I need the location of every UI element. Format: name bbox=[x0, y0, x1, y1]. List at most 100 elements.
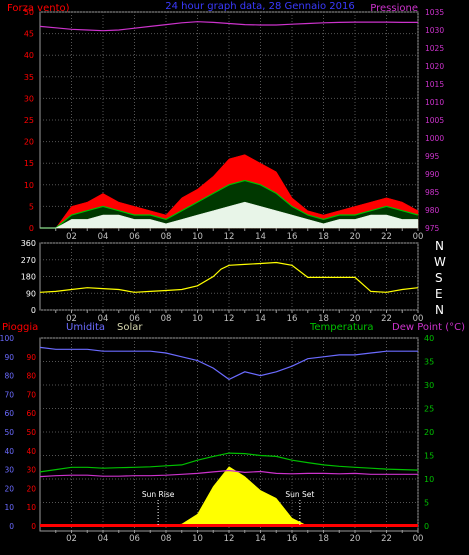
dir-x-tick: 12 bbox=[224, 314, 235, 324]
wind-y-tick: 50 bbox=[24, 8, 34, 17]
dir-y-tick: 270 bbox=[21, 256, 36, 265]
wind-pressure-plot: 0510152025303540455097598098599099510001… bbox=[24, 8, 445, 242]
rain-y-tick: 60 bbox=[4, 409, 14, 418]
pressure-y-tick: 1030 bbox=[425, 26, 444, 35]
wind-average-area bbox=[40, 201, 419, 229]
dewpoint-label: Dew Point (°C) bbox=[392, 322, 465, 333]
dir-x-tick: 22 bbox=[381, 314, 392, 324]
temp-x-tick: 14 bbox=[255, 534, 266, 544]
pressure-y-tick: 975 bbox=[425, 224, 440, 233]
rain-y-tick: 80 bbox=[4, 372, 14, 381]
pressure-y-tick: 980 bbox=[425, 206, 440, 215]
pressure-y-tick: 1005 bbox=[425, 116, 444, 125]
direction-label-n2: N bbox=[435, 303, 444, 317]
pressure-y-tick: 1025 bbox=[425, 44, 444, 53]
wind-gust-line bbox=[40, 179, 419, 229]
humidity-label: Umidita bbox=[66, 322, 105, 333]
temp-x-tick: 16 bbox=[287, 534, 298, 544]
dir-x-tick: 02 bbox=[66, 314, 77, 324]
wind-x-tick: 04 bbox=[98, 232, 109, 242]
temp-x-tick: 04 bbox=[98, 534, 109, 544]
humidity-y-tick: 10 bbox=[26, 503, 36, 512]
rain-y-tick: 10 bbox=[4, 503, 14, 512]
temp-x-tick: 02 bbox=[66, 534, 77, 544]
pressure-line bbox=[39, 21, 418, 32]
dir-y-tick: 0 bbox=[31, 306, 36, 315]
wind-x-tick: 20 bbox=[350, 232, 361, 242]
temp-humidity-plot: 0510152025303540010203040506070809010001… bbox=[0, 334, 434, 544]
rain-y-tick: 100 bbox=[0, 334, 14, 343]
humidity-y-tick: 30 bbox=[26, 466, 36, 475]
direction-label-s: S bbox=[435, 271, 443, 285]
chart-title: 24 hour graph data, 28 Gennaio 2016 bbox=[165, 1, 354, 12]
dir-x-tick: 00 bbox=[413, 314, 424, 324]
temperature-label: Temperatura bbox=[309, 322, 374, 333]
dir-x-tick: 10 bbox=[192, 314, 203, 324]
wind-direction-plot: 0 90 180 270 360 02 04 06 08 10 12 14 16 18 20 22 00 bbox=[21, 239, 424, 324]
temp-y-tick: 30 bbox=[424, 381, 434, 390]
dir-x-tick: 20 bbox=[350, 314, 361, 324]
pressure-y-tick: 990 bbox=[425, 170, 440, 179]
dir-x-tick: 08 bbox=[161, 314, 172, 324]
dir-x-tick: 06 bbox=[129, 314, 140, 324]
pressure-y-tick: 1000 bbox=[425, 134, 444, 143]
humidity-line bbox=[39, 346, 418, 381]
humidity-y-tick: 90 bbox=[26, 353, 36, 362]
humidity-y-tick: 60 bbox=[26, 409, 36, 418]
wind-y-tick: 25 bbox=[24, 116, 34, 125]
pressure-y-tick: 985 bbox=[425, 188, 440, 197]
direction-label-w: W bbox=[434, 255, 446, 269]
temp-y-tick: 40 bbox=[424, 334, 434, 343]
wind-y-tick: 10 bbox=[24, 181, 34, 190]
direction-label-e: E bbox=[435, 287, 443, 301]
dir-x-tick: 16 bbox=[287, 314, 298, 324]
temp-y-tick: 0 bbox=[424, 522, 429, 531]
pressure-y-tick: 1015 bbox=[425, 80, 444, 89]
temp-y-tick: 25 bbox=[424, 405, 434, 414]
wind-speed-label: Forza vento) bbox=[7, 3, 70, 14]
dir-y-tick: 180 bbox=[21, 273, 36, 282]
rain-y-tick: 70 bbox=[4, 390, 14, 399]
wind-x-tick: 06 bbox=[129, 232, 140, 242]
pressure-y-tick: 995 bbox=[425, 152, 440, 161]
sunset-label: Sun Set bbox=[285, 490, 314, 499]
wind-x-tick: 22 bbox=[381, 232, 392, 242]
humidity-y-tick: 80 bbox=[26, 372, 36, 381]
wind-y-tick: 0 bbox=[29, 224, 34, 233]
rain-y-tick: 20 bbox=[4, 484, 14, 493]
wind-x-tick: 00 bbox=[413, 232, 424, 242]
humidity-y-tick: 0 bbox=[31, 522, 36, 531]
rain-y-tick: 0 bbox=[9, 522, 14, 531]
wind-y-tick: 35 bbox=[24, 73, 34, 82]
pressure-y-tick: 1010 bbox=[425, 98, 444, 107]
humidity-y-tick: 40 bbox=[26, 447, 36, 456]
rain-y-tick: 40 bbox=[4, 447, 14, 456]
rain-y-tick: 90 bbox=[4, 353, 14, 362]
temp-y-tick: 5 bbox=[424, 499, 429, 508]
temp-x-tick: 00 bbox=[413, 534, 424, 544]
temp-x-tick: 06 bbox=[129, 534, 140, 544]
dir-y-tick: 90 bbox=[26, 289, 36, 298]
humidity-y-tick: 20 bbox=[26, 484, 36, 493]
dir-x-tick: 18 bbox=[318, 314, 329, 324]
wind-x-tick: 18 bbox=[318, 232, 329, 242]
dir-y-tick: 360 bbox=[21, 239, 36, 248]
pressure-label: Pressione bbox=[370, 3, 418, 14]
rain-y-tick: 50 bbox=[4, 428, 14, 437]
temp-y-tick: 10 bbox=[424, 475, 434, 484]
temperature-line bbox=[39, 452, 419, 473]
temp-x-tick: 12 bbox=[224, 534, 235, 544]
wind-direction-line bbox=[39, 261, 419, 293]
rain-label: Pioggia bbox=[2, 322, 38, 333]
dir-x-tick: 14 bbox=[255, 314, 266, 324]
sunrise-label: Sun Rise bbox=[142, 490, 175, 499]
wind-y-tick: 40 bbox=[24, 51, 34, 60]
pressure-y-tick: 1035 bbox=[425, 8, 444, 17]
wind-x-tick: 08 bbox=[161, 232, 172, 242]
temp-y-tick: 20 bbox=[424, 428, 434, 437]
rain-y-tick: 30 bbox=[4, 466, 14, 475]
wind-x-tick: 14 bbox=[255, 232, 266, 242]
temp-y-tick: 15 bbox=[424, 452, 434, 461]
solar-label: Solar bbox=[117, 322, 143, 333]
rain-bar bbox=[40, 524, 418, 527]
